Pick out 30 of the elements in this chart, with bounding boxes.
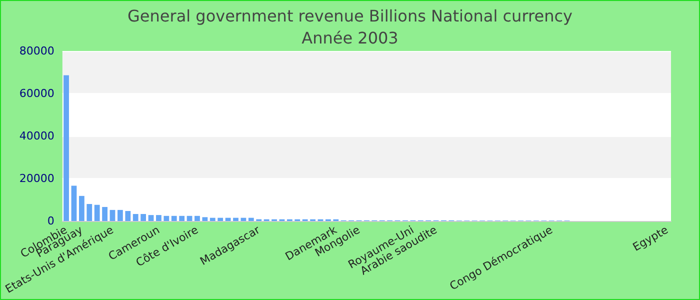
bar	[194, 216, 200, 221]
bar	[171, 216, 177, 221]
y-tick-label: 40000	[19, 130, 54, 142]
bar	[164, 216, 170, 221]
bar	[132, 214, 138, 221]
bar	[102, 206, 108, 221]
bar	[71, 186, 77, 221]
bar	[118, 210, 123, 221]
y-tick-label: 60000	[19, 87, 54, 100]
bar	[248, 218, 254, 221]
bar	[218, 218, 224, 221]
bar	[186, 216, 192, 221]
chart-title: General government revenue Billions National currency	[128, 6, 572, 26]
bar	[179, 216, 185, 221]
chart-subtitle: Année 2003	[302, 28, 398, 48]
bar	[156, 215, 162, 221]
y-tick-label: 20000	[19, 172, 54, 185]
y-tick-label: 0	[47, 214, 54, 228]
y-tick-label: 80000	[19, 44, 54, 58]
bar	[78, 196, 84, 221]
bar	[202, 217, 208, 221]
bar	[148, 215, 154, 221]
bar	[210, 218, 216, 221]
bar	[110, 210, 116, 221]
bar	[140, 214, 146, 221]
bar	[125, 211, 131, 221]
bar	[64, 75, 69, 221]
bar	[233, 218, 238, 221]
bar	[94, 204, 100, 221]
bar	[86, 204, 92, 221]
